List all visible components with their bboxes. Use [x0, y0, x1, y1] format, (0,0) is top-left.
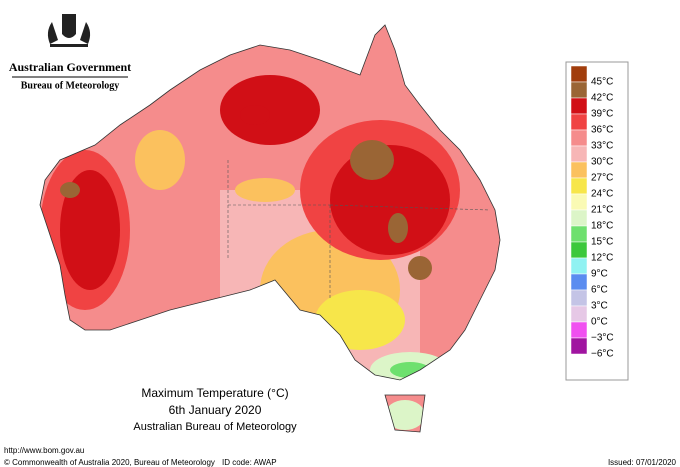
legend-label: 21°C — [591, 205, 613, 216]
legend-swatch — [570, 177, 588, 195]
coat-of-arms — [47, 14, 91, 47]
copyright: © Commonwealth of Australia 2020, Bureau… — [4, 458, 215, 467]
legend-swatch — [570, 305, 588, 323]
legend-swatch — [570, 129, 588, 147]
map-source: Australian Bureau of Meteorology — [133, 421, 297, 433]
legend-swatch — [570, 257, 588, 275]
legend-label: −3°C — [591, 333, 614, 344]
legend-swatch — [570, 209, 588, 227]
legend-label: 18°C — [591, 221, 613, 232]
legend-swatch — [570, 321, 588, 339]
legend-label: 15°C — [591, 237, 613, 248]
legend: 45°C 42°C 39°C 36°C 33°C 30°C 27°C 24°C 21°C 18°C… — [570, 65, 614, 360]
legend-label: 24°C — [591, 189, 613, 200]
url: http://www.bom.gov.au — [4, 446, 84, 455]
issued: Issued: 07/01/2020 — [608, 458, 677, 467]
id-code: ID code: AWAP — [222, 458, 277, 467]
legend-label: 42°C — [591, 93, 613, 104]
legend-swatch — [570, 273, 588, 291]
legend-swatch — [570, 161, 588, 179]
legend-label: 6°C — [591, 285, 608, 296]
legend-swatch — [570, 65, 588, 83]
legend-label: 3°C — [591, 301, 608, 312]
legend-swatch — [570, 113, 588, 131]
legend-label: 12°C — [591, 253, 613, 264]
legend-label: 39°C — [591, 109, 613, 120]
legend-label: 30°C — [591, 157, 613, 168]
legend-swatch — [570, 193, 588, 211]
map-date: 6th January 2020 — [169, 403, 262, 417]
legend-swatch — [570, 241, 588, 259]
legend-swatch — [570, 97, 588, 115]
legend-swatch — [570, 337, 588, 355]
legend-label: 27°C — [591, 173, 613, 184]
legend-swatch — [570, 289, 588, 307]
map-title: Maximum Temperature (°C) — [141, 386, 288, 400]
legend-label: 36°C — [591, 125, 613, 136]
legend-label: 9°C — [591, 269, 608, 280]
legend-swatch — [570, 145, 588, 163]
government-name: Australian Government — [9, 60, 131, 74]
legend-label: 33°C — [591, 141, 613, 152]
legend-swatch — [570, 225, 588, 243]
legend-label: −6°C — [591, 349, 614, 360]
legend-label: 45°C — [591, 77, 613, 88]
legend-swatch — [570, 81, 588, 99]
coastline — [39, 24, 501, 433]
bureau-name: Bureau of Meteorology — [21, 80, 120, 91]
legend-label: 0°C — [591, 317, 608, 328]
